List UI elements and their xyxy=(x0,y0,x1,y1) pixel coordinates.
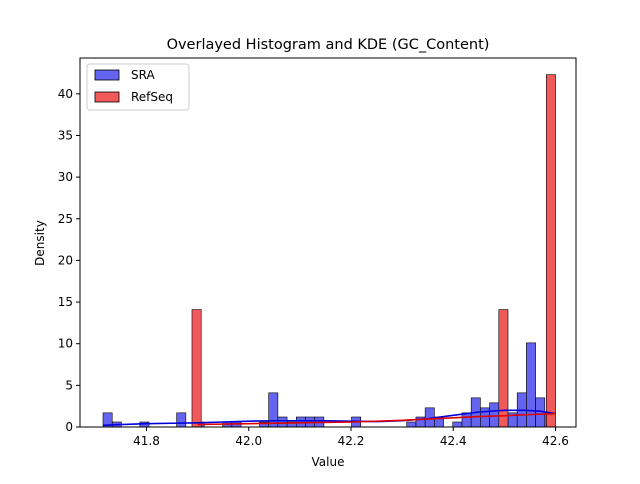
y-tick-label-4: 20 xyxy=(58,253,73,267)
sra-kde-line xyxy=(102,409,556,427)
chart-title: Overlayed Histogram and KDE (GC_Content) xyxy=(167,37,490,53)
sra-bar-8 xyxy=(268,392,279,428)
refseq-kde-line xyxy=(197,412,556,426)
y-axis-ticks: 0 5 10 15 20 25 30 35 40 xyxy=(58,87,80,434)
y-tick-label-0: 0 xyxy=(65,420,73,434)
sra-bar-9 xyxy=(277,416,288,428)
y-tick-label-1: 5 xyxy=(65,378,73,392)
x-axis-ticks: 41.8 42.0 42.2 42.4 42.6 xyxy=(133,427,569,448)
legend-swatch-sra xyxy=(94,69,120,81)
x-tick-label-0: 41.8 xyxy=(133,434,160,448)
x-tick-label-1: 42.0 xyxy=(235,434,262,448)
sra-bar-19 xyxy=(452,421,463,428)
legend: SRA RefSeq xyxy=(86,63,190,111)
sra-bar-20 xyxy=(461,412,472,428)
refseq-bar-3 xyxy=(546,74,556,428)
y-tick-label-6: 30 xyxy=(58,170,73,184)
x-tick-label-3: 42.4 xyxy=(440,434,467,448)
y-tick-label-3: 15 xyxy=(58,295,73,309)
sra-bar-3 xyxy=(176,412,187,428)
x-tick-label-4: 42.6 xyxy=(542,434,569,448)
y-tick-label-8: 40 xyxy=(58,87,73,101)
refseq-bar-0 xyxy=(191,309,202,428)
x-tick-label-2: 42.2 xyxy=(338,434,365,448)
y-tick-label-2: 10 xyxy=(58,337,73,351)
y-tick-label-5: 25 xyxy=(58,212,73,226)
legend-swatch-refseq xyxy=(94,91,120,103)
kde-lines xyxy=(102,409,556,427)
sra-bar-15 xyxy=(406,421,417,428)
legend-label-sra: SRA xyxy=(131,68,155,82)
x-axis-label: Value xyxy=(312,455,345,469)
y-axis-label: Density xyxy=(33,220,47,266)
axes-frame xyxy=(79,57,577,428)
refseq-bar-2 xyxy=(498,309,509,428)
sra-bar-23 xyxy=(489,402,500,428)
legend-label-refseq: RefSeq xyxy=(131,90,173,104)
y-tick-label-7: 35 xyxy=(58,128,73,142)
